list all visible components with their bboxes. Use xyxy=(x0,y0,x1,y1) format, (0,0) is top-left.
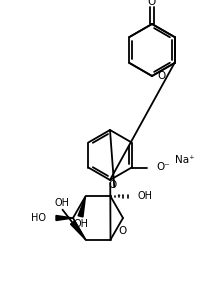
Polygon shape xyxy=(71,221,86,240)
Polygon shape xyxy=(78,196,86,217)
Text: O: O xyxy=(157,71,165,81)
Text: OH: OH xyxy=(138,191,152,201)
Text: O: O xyxy=(108,180,116,190)
Text: OH: OH xyxy=(73,219,88,229)
Text: O: O xyxy=(119,226,127,236)
Text: Na⁺: Na⁺ xyxy=(175,155,195,165)
Text: ···: ··· xyxy=(117,192,125,201)
Polygon shape xyxy=(56,216,73,221)
Text: O: O xyxy=(148,0,156,7)
Text: O⁻: O⁻ xyxy=(157,162,170,173)
Text: OH: OH xyxy=(54,198,69,208)
Text: HO: HO xyxy=(31,213,46,223)
